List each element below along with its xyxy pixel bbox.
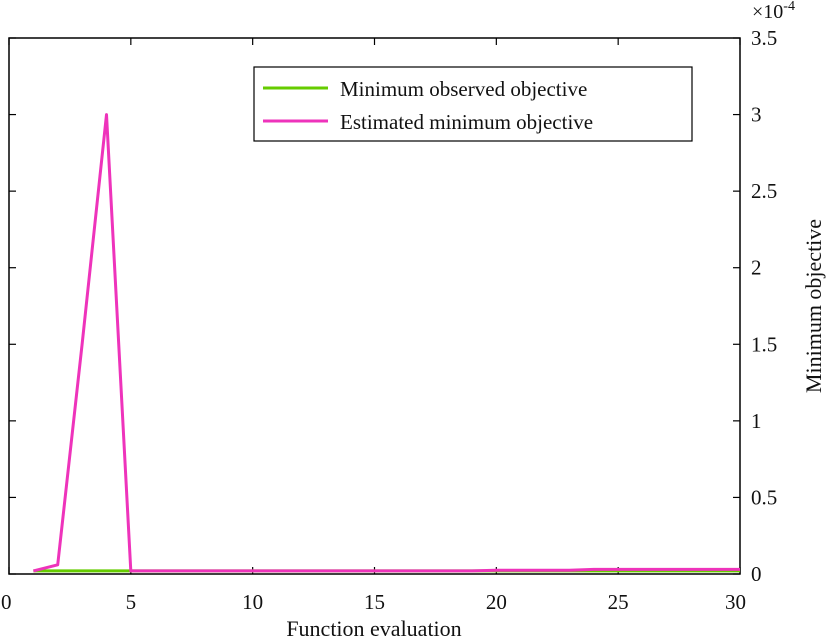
series-group <box>33 113 740 573</box>
legend-label-minimum-observed: Minimum observed objective <box>340 77 587 101</box>
x-tick-label: 10 <box>242 590 263 614</box>
y-tick-label: 0 <box>751 562 762 586</box>
x-tick-label: 30 <box>725 590 746 614</box>
x-tick-label: 0 <box>1 590 12 614</box>
legend-box <box>253 66 693 142</box>
legend: Minimum observed objective Estimated min… <box>253 66 693 142</box>
y-tick-label: 0.5 <box>751 485 777 509</box>
y-tick-label: 3 <box>751 103 762 127</box>
x-tick-label: 25 <box>608 590 629 614</box>
x-axis: 0 5 10 15 20 25 30 <box>1 38 746 614</box>
y-tick-label: 2 <box>751 256 762 280</box>
y-axis: 0 0.5 1 1.5 2 2.5 3 3.5 <box>9 26 777 586</box>
y-tick-label: 1 <box>751 409 762 433</box>
y-tick-label: 1.5 <box>751 332 777 356</box>
x-tick-label: 15 <box>364 590 385 614</box>
x-axis-title: Function evaluation <box>286 616 461 640</box>
legend-label-estimated-minimum: Estimated minimum objective <box>340 110 593 134</box>
x-tick-label: 5 <box>126 590 137 614</box>
y-axis-title: Minimum objective <box>801 219 826 393</box>
series-line-estimated-minimum <box>33 113 740 573</box>
y-tick-label: 3.5 <box>751 26 777 50</box>
y-multiplier: ×10-4 <box>752 0 795 23</box>
x-tick-label: 20 <box>486 590 507 614</box>
y-tick-label: 2.5 <box>751 179 777 203</box>
